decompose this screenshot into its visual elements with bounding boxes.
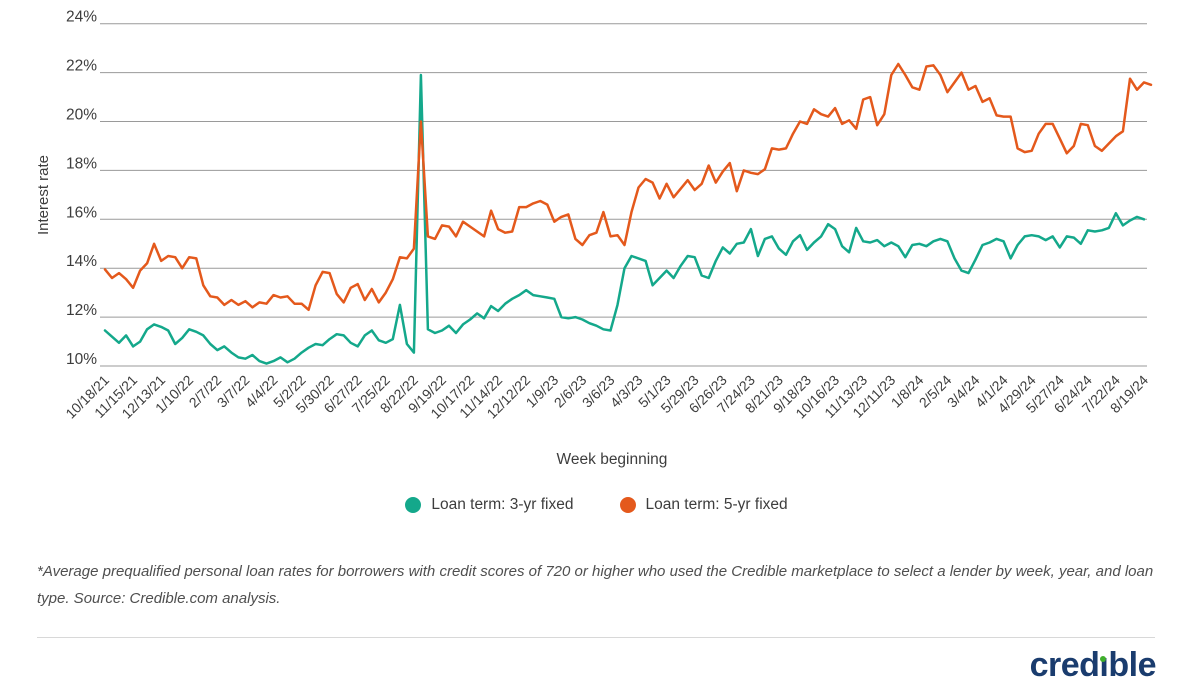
- y-axis-tick-label: 14%: [66, 253, 97, 270]
- credible-logo: credıble: [1029, 646, 1157, 684]
- y-axis-tick-label: 16%: [66, 204, 97, 221]
- legend-label: Loan term: 5-yr fixed: [645, 496, 788, 513]
- y-axis-title: Interest rate: [35, 155, 52, 235]
- footer-divider: [37, 637, 1155, 638]
- legend-color-dot: [619, 497, 636, 513]
- x-axis-title: Week beginning: [557, 451, 668, 468]
- legend-item: Loan term: 5-yr fixed: [619, 496, 788, 514]
- interest-rate-line-chart: 24%22%20%18%16%14%12%10%Interest rate10/…: [35, 9, 1153, 468]
- y-axis-tick-label: 24%: [66, 9, 97, 26]
- series-line-5yr-fixed: [103, 62, 1153, 312]
- y-axis-tick-label: 20%: [66, 107, 97, 124]
- legend-item: Loan term: 3-yr fixed: [405, 496, 574, 514]
- y-axis-tick-label: 22%: [66, 58, 97, 75]
- chart-legend: Loan term: 3-yr fixed Loan term: 5-yr fix…: [0, 496, 1193, 514]
- logo-text-pre: cred: [1029, 646, 1100, 684]
- footnote-text: *Average prequalified personal loan rate…: [37, 563, 1154, 607]
- y-axis-tick-label: 10%: [66, 351, 97, 368]
- series-line-3yr-fixed: [103, 73, 1146, 365]
- logo-letter-i-with-green-dot: ı: [1099, 648, 1108, 682]
- y-axis-tick-label: 12%: [66, 302, 97, 319]
- legend-label: Loan term: 3-yr fixed: [431, 496, 574, 513]
- logo-letter-i-glyph: ı: [1099, 646, 1109, 684]
- y-axis-tick-label: 18%: [66, 155, 97, 172]
- logo-text-post: ble: [1108, 646, 1156, 684]
- legend-color-dot: [405, 497, 422, 513]
